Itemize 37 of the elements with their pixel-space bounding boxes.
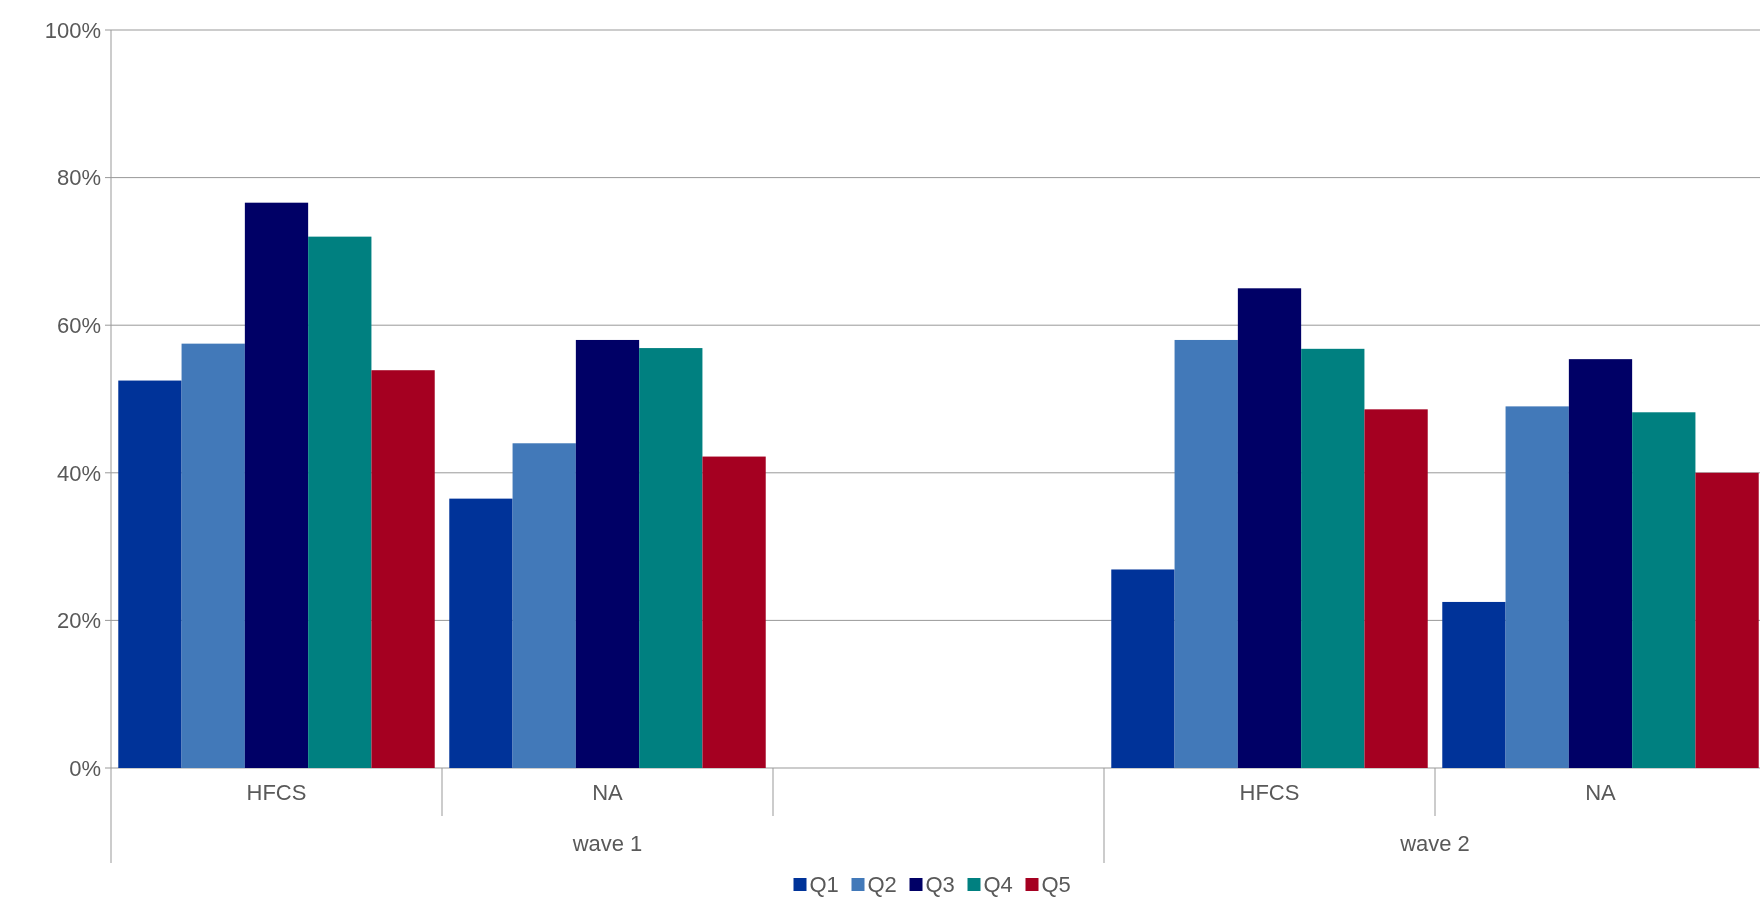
bar [702, 456, 766, 768]
y-tick-label: 100% [44, 17, 101, 43]
bar [1174, 339, 1238, 768]
bar [1111, 569, 1175, 768]
x-tick-label: HFCS [246, 780, 307, 805]
legend-label: Q2 [867, 872, 897, 897]
bar [575, 339, 640, 768]
bar [371, 370, 435, 768]
bar [118, 380, 182, 768]
y-tick-label: 20% [56, 608, 101, 634]
legend-label: Q5 [1041, 872, 1071, 897]
text: wave 2 [1399, 831, 1470, 856]
bar [1237, 288, 1302, 768]
legend-label: Q1 [809, 872, 839, 897]
x-tick-label: NA [592, 780, 624, 805]
bar [639, 348, 703, 768]
bar [244, 202, 309, 768]
x-tick-label: NA [1585, 780, 1617, 805]
bar [1301, 348, 1365, 768]
bar [181, 343, 245, 768]
x-tick-label: HFCS [1239, 780, 1300, 805]
bar [512, 443, 576, 768]
bar [449, 498, 513, 768]
legend-label: Q3 [925, 872, 955, 897]
bar [1442, 601, 1506, 768]
bar [1505, 406, 1569, 768]
bar [1632, 412, 1696, 768]
legend-label: Q4 [983, 872, 1013, 897]
y-tick-label: 0% [69, 755, 101, 781]
text: wave 1 [571, 831, 643, 856]
y-tick-label: 60% [56, 312, 101, 338]
bar [1695, 472, 1759, 768]
bar [1364, 409, 1428, 768]
bar [1568, 359, 1633, 768]
y-tick-label: 80% [56, 165, 101, 191]
bar [308, 236, 372, 768]
y-tick-label: 40% [56, 460, 101, 486]
